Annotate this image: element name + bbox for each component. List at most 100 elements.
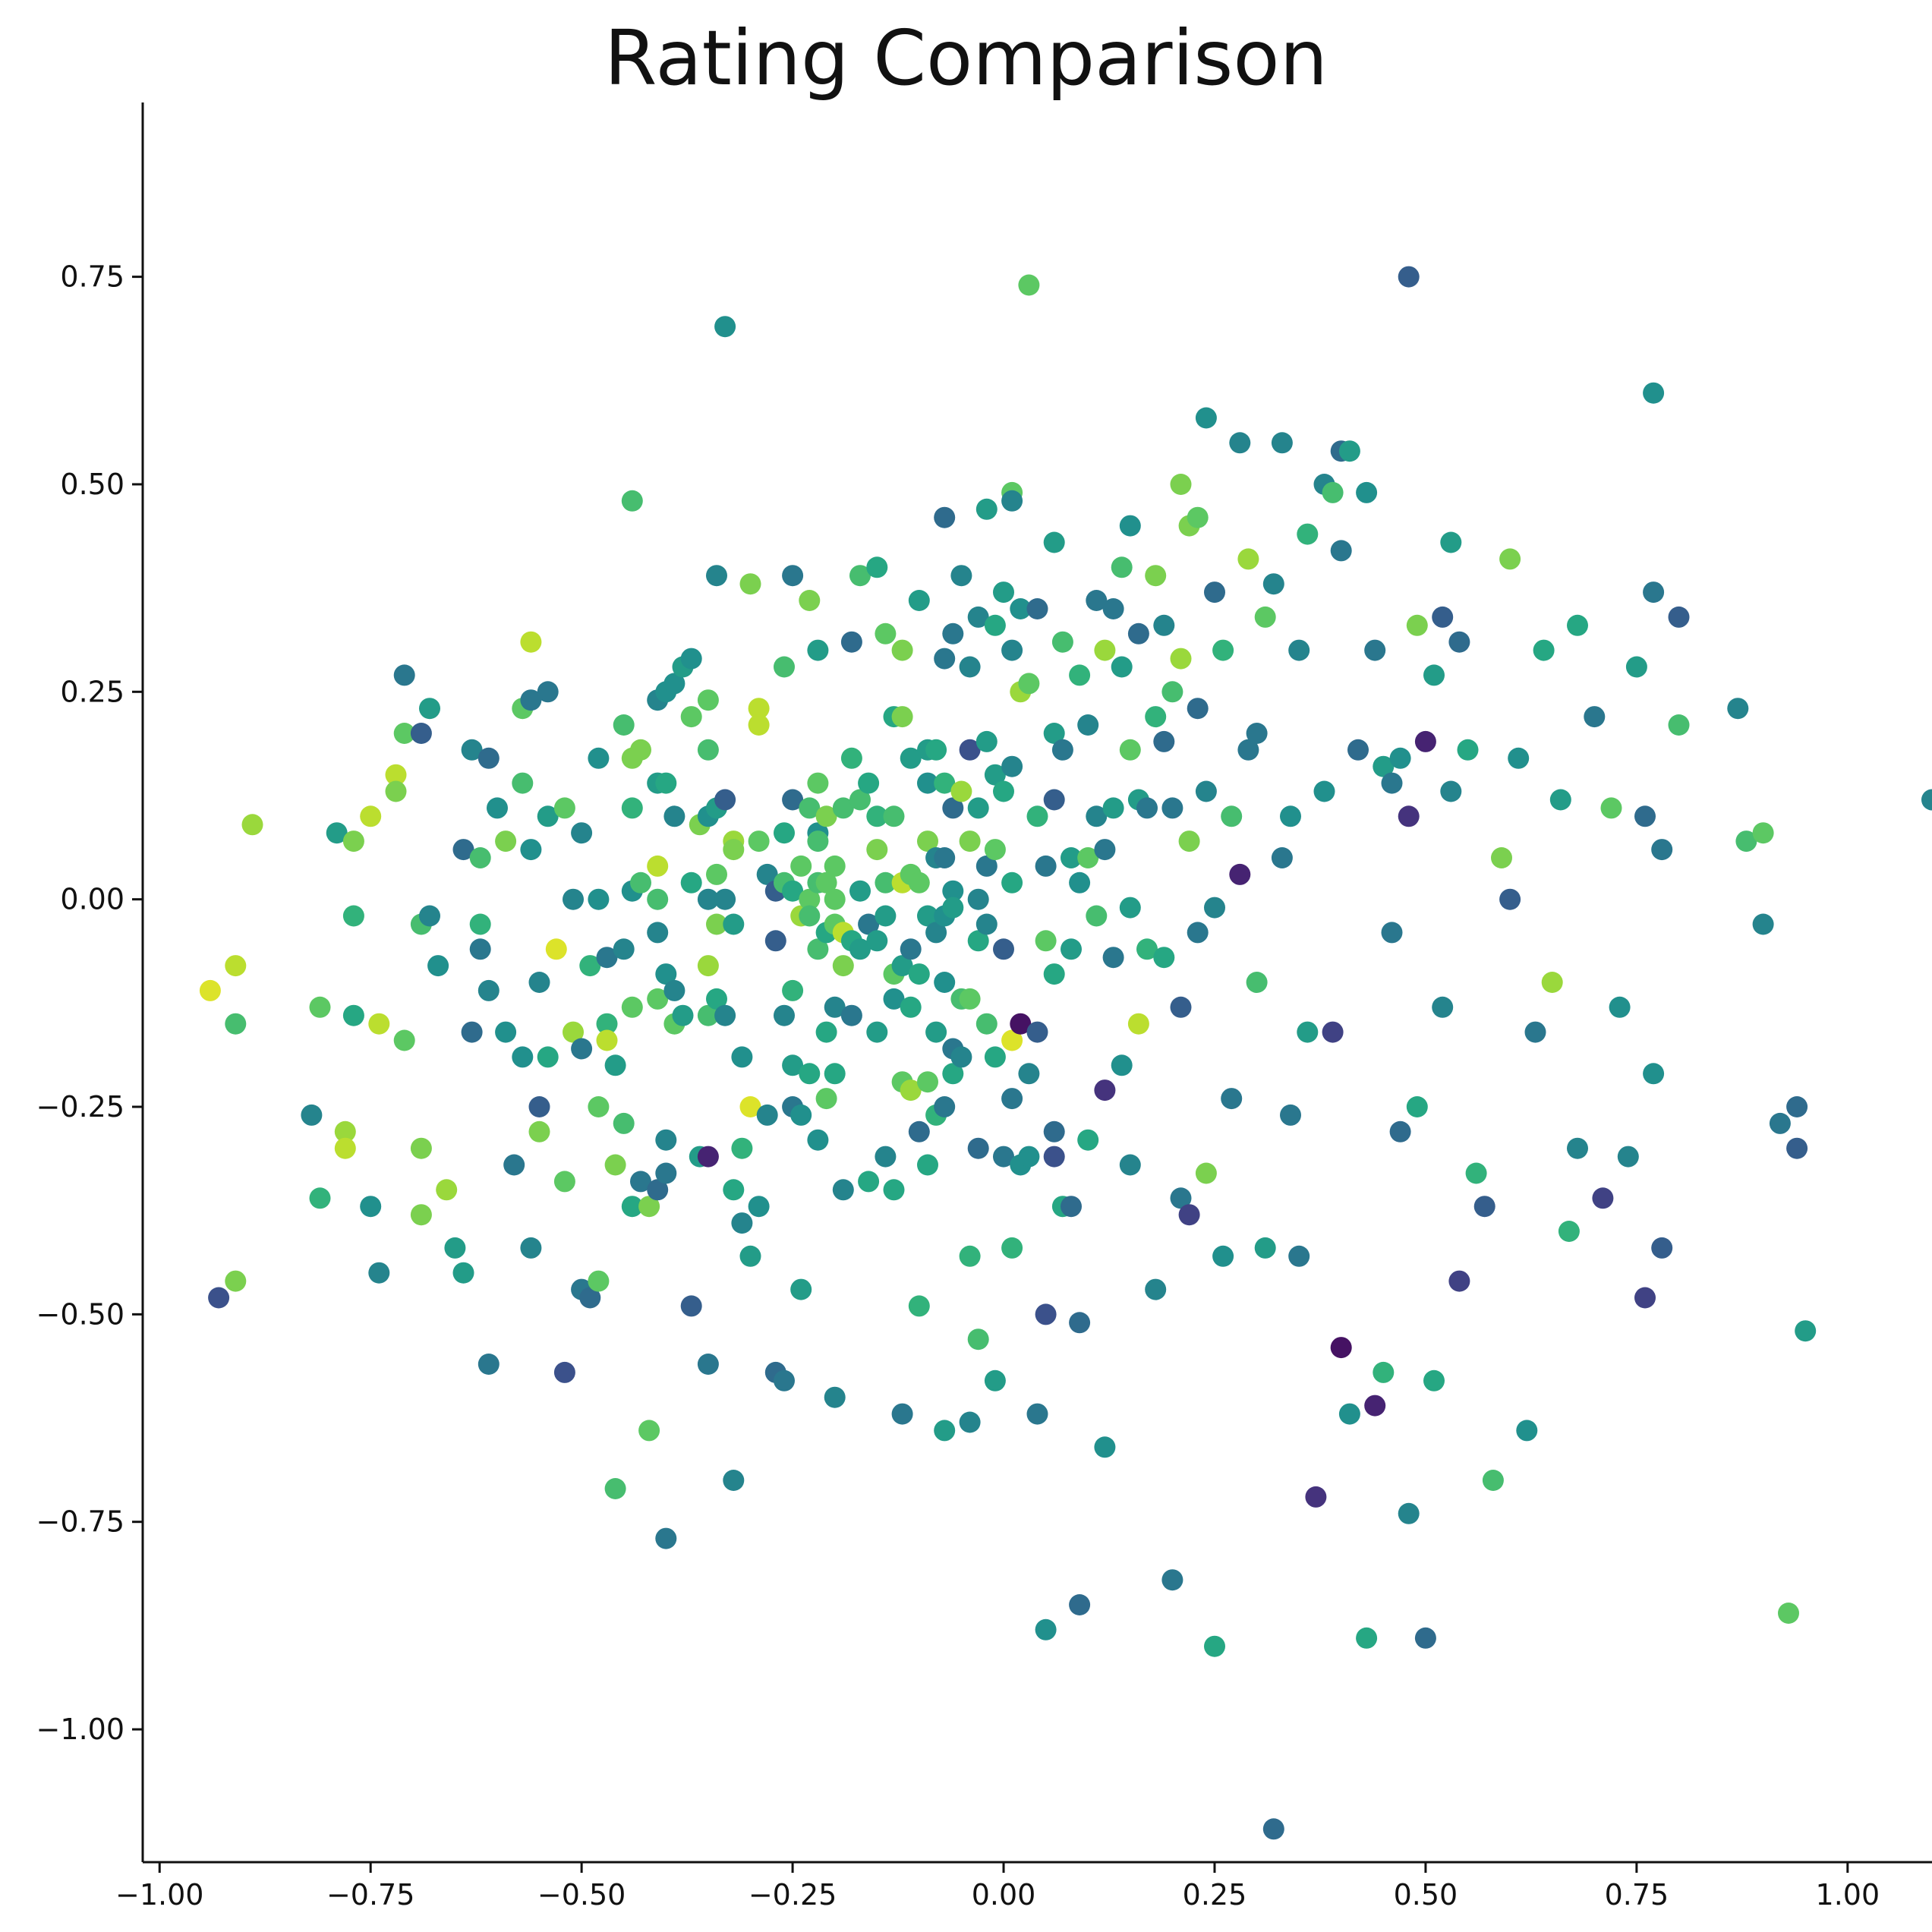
scatter-point (342, 1004, 364, 1026)
scatter-point (1237, 739, 1259, 761)
scatter-point (756, 863, 778, 885)
scatter-point (1567, 614, 1588, 636)
scatter-point (342, 830, 364, 853)
scatter-point (1187, 922, 1209, 944)
scatter-point (723, 1470, 745, 1491)
scatter-point (1221, 805, 1243, 827)
scatter-point (950, 780, 972, 802)
scatter-point (993, 581, 1014, 604)
scatter-point (1414, 730, 1436, 752)
scatter-point (706, 565, 727, 587)
scatter-point (1246, 723, 1268, 744)
scatter-point (1043, 963, 1065, 985)
scatter-point (1473, 1196, 1495, 1218)
scatter-point (790, 855, 812, 877)
scatter-point (393, 723, 415, 744)
scatter-point (528, 1096, 550, 1117)
scatter-point (840, 1004, 862, 1026)
scatter-point (1077, 1129, 1099, 1151)
scatter-point (764, 930, 786, 952)
scatter-point (967, 1328, 989, 1351)
scatter-point (714, 888, 736, 910)
scatter-point (495, 830, 517, 853)
scatter-point (1195, 407, 1217, 429)
scatter-point (528, 972, 550, 993)
scatter-point (520, 689, 542, 711)
scatter-point (199, 979, 221, 1001)
scatter-point (1153, 947, 1175, 969)
scatter-point (1094, 639, 1116, 661)
scatter-point (1398, 805, 1420, 827)
scatter-point (849, 565, 871, 587)
scatter-point (596, 947, 618, 969)
scatter-point (553, 1361, 575, 1383)
scatter-point (934, 1420, 956, 1442)
scatter-point (756, 1104, 778, 1126)
scatter-point (1204, 897, 1225, 919)
scatter-point (1432, 996, 1454, 1018)
scatter-point (1111, 1054, 1133, 1076)
scatter-point (1111, 556, 1133, 578)
scatter-point (1499, 888, 1521, 910)
scatter-point (739, 1245, 761, 1267)
scatter-point (993, 1146, 1014, 1168)
scatter-point (342, 905, 364, 927)
scatter-point (1651, 1237, 1673, 1259)
scatter-point (1752, 822, 1774, 844)
scatter-point (1119, 739, 1141, 761)
scatter-point (1069, 1594, 1091, 1615)
scatter-point (714, 789, 736, 811)
scatter-point (495, 1021, 517, 1043)
scatter-point (1778, 1603, 1799, 1624)
scatter-point (1322, 1021, 1344, 1043)
scatter-point (900, 938, 922, 960)
scatter-point (774, 822, 795, 844)
scatter-point (807, 772, 829, 794)
y-tick-label: 0.50 (60, 468, 124, 501)
scatter-point (1127, 622, 1149, 645)
scatter-point (883, 988, 905, 1010)
scatter-point (1338, 440, 1360, 462)
scatter-point (1634, 805, 1656, 827)
scatter-point (410, 1137, 432, 1159)
scatter-point (815, 1088, 837, 1110)
scatter-point (334, 1137, 356, 1159)
scatter-point (917, 830, 938, 853)
scatter-point (975, 855, 998, 877)
scatter-point (1795, 1320, 1817, 1342)
scatter-point (1305, 1486, 1327, 1508)
y-tick-label: 0.25 (60, 675, 124, 708)
scatter-point (427, 955, 449, 977)
scatter-point (630, 1171, 651, 1193)
scatter-point (638, 1420, 660, 1442)
scatter-point (1035, 930, 1057, 952)
scatter-point (697, 1004, 719, 1026)
scatter-point (680, 706, 702, 728)
scatter-point (832, 1179, 854, 1201)
scatter-point (680, 871, 702, 894)
scatter-point (393, 1029, 415, 1051)
scatter-point (1381, 922, 1403, 944)
scatter-point (1592, 1187, 1614, 1209)
scatter-point (1086, 905, 1108, 927)
scatter-point (537, 1046, 559, 1068)
x-tick-label: 0.00 (972, 1878, 1036, 1912)
scatter-point (1153, 614, 1175, 636)
scatter-point (917, 1154, 938, 1176)
scatter-point (774, 1004, 795, 1026)
scatter-point (1322, 481, 1344, 503)
scatter-point (1001, 755, 1023, 777)
scatter-point (942, 797, 964, 819)
scatter-point (824, 888, 846, 910)
scatter-point (984, 1369, 1006, 1391)
scatter-point (849, 938, 871, 960)
scatter-point (959, 988, 981, 1010)
scatter-point (1338, 1403, 1360, 1425)
scatter-point (807, 938, 829, 960)
scatter-point (1094, 1079, 1116, 1102)
scatter-point (1524, 1021, 1546, 1043)
scatter-point (1212, 639, 1234, 661)
scatter-point (655, 963, 677, 985)
scatter-point (782, 979, 804, 1001)
